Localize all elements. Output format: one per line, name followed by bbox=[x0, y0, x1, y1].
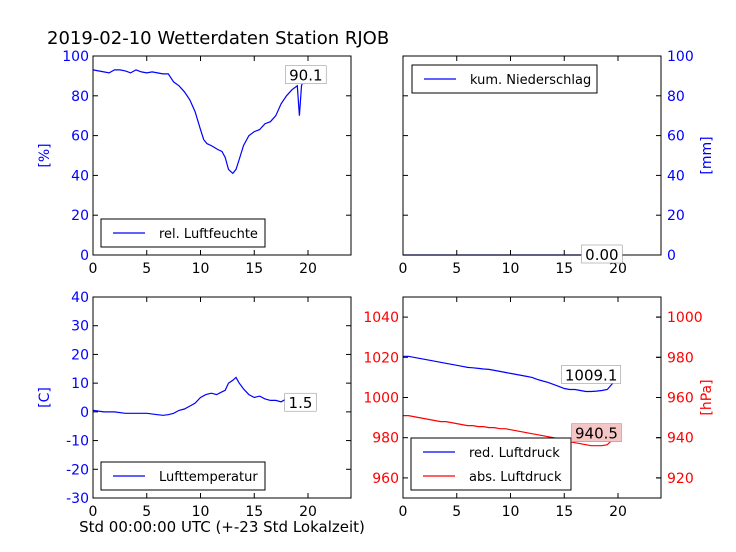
y-axis-label-humidity: [%] bbox=[37, 143, 53, 167]
series-line-pressure-0 bbox=[403, 355, 617, 393]
y-tick-label-temperature: -20 bbox=[66, 462, 89, 478]
x-tick-label-precipitation: 15 bbox=[555, 261, 573, 277]
y-right-tick-label-pressure: 960 bbox=[667, 391, 694, 407]
y-right-tick-label-pressure: 920 bbox=[667, 471, 694, 487]
x-tick-label-humidity: 5 bbox=[142, 261, 151, 277]
y-tick-label-humidity: 100 bbox=[62, 49, 89, 65]
x-tick-label-temperature: 15 bbox=[245, 504, 263, 520]
annotation-label-humidity-0: 90.1 bbox=[289, 67, 322, 85]
x-tick-label-pressure: 0 bbox=[399, 504, 408, 520]
x-tick-label-precipitation: 10 bbox=[502, 261, 520, 277]
x-tick-label-temperature: 20 bbox=[299, 504, 317, 520]
annotation-box-precipitation-0 bbox=[581, 244, 623, 264]
series-line-pressure-1 bbox=[403, 415, 617, 447]
y-axis-label-pressure: [hPa] bbox=[699, 379, 715, 415]
x-tick-label-pressure: 5 bbox=[452, 504, 461, 520]
y-tick-label-temperature: 10 bbox=[71, 376, 89, 392]
chart-panel-precipitation: 0 5 10 15 20 0 20 40 60 80 100 [mm] kum. Niederschla… bbox=[399, 49, 715, 277]
y-tick-label-temperature: 0 bbox=[80, 405, 89, 421]
plot-frame-precipitation bbox=[402, 55, 662, 256]
x-tick-label-precipitation: 0 bbox=[399, 261, 408, 277]
annotation-label-temperature-0: 1.5 bbox=[289, 394, 313, 412]
figure-title: 2019-02-10 Wetterdaten Station RJOB bbox=[47, 28, 389, 49]
annotation-box-pressure-0 bbox=[561, 365, 622, 384]
y-right-tick-label-pressure: 1000 bbox=[667, 310, 703, 326]
y-tick-label-precipitation: 20 bbox=[667, 208, 685, 224]
chart-panel-pressure: 0 5 10 15 20 960 980 1000 1020 1040 920 940 960 980 10… bbox=[363, 296, 715, 520]
legend-label-precipitation-0: kum. Niederschlag bbox=[470, 73, 591, 88]
x-tick-label-humidity: 20 bbox=[299, 261, 317, 277]
plot-frame-temperature bbox=[92, 296, 352, 499]
legend-label-pressure-1: abs. Luftdruck bbox=[469, 470, 562, 485]
y-tick-label-precipitation: 100 bbox=[667, 49, 694, 65]
y-tick-label-humidity: 80 bbox=[71, 89, 89, 105]
series-line-humidity-0 bbox=[92, 69, 307, 175]
x-tick-label-temperature: 5 bbox=[142, 504, 151, 520]
annotation-box-temperature-0 bbox=[284, 392, 317, 412]
y-tick-label-pressure: 1000 bbox=[363, 391, 399, 407]
figure-xlabel: Std 00:00:00 UTC (+-23 Std Lokalzeit) bbox=[79, 518, 365, 536]
y-tick-label-humidity: 40 bbox=[71, 168, 89, 184]
y-tick-label-humidity: 20 bbox=[71, 208, 89, 224]
x-tick-label-pressure: 20 bbox=[609, 504, 627, 520]
y-tick-label-humidity: 0 bbox=[80, 248, 89, 264]
y-tick-label-precipitation: 80 bbox=[667, 89, 685, 105]
legend-box-pressure bbox=[410, 437, 572, 491]
y-tick-label-pressure: 980 bbox=[372, 431, 399, 447]
y-tick-label-temperature: -30 bbox=[66, 491, 89, 507]
chart-panel-temperature: 0 5 10 15 20 -30 -20 -10 0 10 20 30 40 [C] Lufttempera… bbox=[37, 290, 352, 520]
annotation-label-pressure-1: 940.5 bbox=[575, 425, 618, 443]
x-tick-label-temperature: 10 bbox=[192, 504, 210, 520]
plot-frame-humidity bbox=[92, 55, 352, 256]
y-tick-label-pressure: 960 bbox=[372, 471, 399, 487]
x-tick-label-precipitation: 5 bbox=[452, 261, 461, 277]
x-tick-label-pressure: 15 bbox=[555, 504, 573, 520]
y-right-tick-label-pressure: 940 bbox=[667, 431, 694, 447]
y-axis-label-temperature: [C] bbox=[37, 387, 53, 408]
y-tick-label-temperature: -10 bbox=[66, 434, 89, 450]
legend-label-temperature-0: Lufttemperatur bbox=[159, 470, 258, 485]
y-axis-label-precipitation: [mm] bbox=[699, 136, 715, 174]
series-line-temperature-0 bbox=[92, 376, 307, 416]
annotation-box-humidity-0 bbox=[285, 65, 327, 85]
y-right-tick-label-pressure: 980 bbox=[667, 350, 694, 366]
x-tick-label-precipitation: 20 bbox=[609, 261, 627, 277]
x-tick-label-humidity: 0 bbox=[89, 261, 98, 277]
y-tick-label-precipitation: 0 bbox=[667, 248, 676, 264]
y-tick-label-precipitation: 40 bbox=[667, 168, 685, 184]
x-tick-label-temperature: 0 bbox=[89, 504, 98, 520]
legend-label-humidity-0: rel. Luftfeuchte bbox=[159, 227, 258, 242]
y-tick-label-temperature: 30 bbox=[71, 319, 89, 335]
y-tick-label-precipitation: 60 bbox=[667, 129, 685, 145]
y-tick-label-pressure: 1020 bbox=[363, 350, 399, 366]
x-tick-label-pressure: 10 bbox=[502, 504, 520, 520]
annotation-box-pressure-1 bbox=[571, 423, 622, 442]
y-tick-label-pressure: 1040 bbox=[363, 310, 399, 326]
annotation-label-precipitation-0: 0.00 bbox=[585, 246, 618, 264]
annotation-label-pressure-0: 1009.1 bbox=[565, 366, 618, 384]
x-tick-label-humidity: 15 bbox=[245, 261, 263, 277]
y-tick-label-humidity: 60 bbox=[71, 129, 89, 145]
y-tick-label-temperature: 40 bbox=[71, 290, 89, 306]
chart-panel-humidity: 0 5 10 15 20 0 20 40 60 80 100 [%] rel. Luftfeuchte 9… bbox=[37, 49, 352, 277]
x-tick-label-humidity: 10 bbox=[192, 261, 210, 277]
legend-label-pressure-0: red. Luftdruck bbox=[469, 446, 560, 461]
y-tick-label-temperature: 20 bbox=[71, 347, 89, 363]
